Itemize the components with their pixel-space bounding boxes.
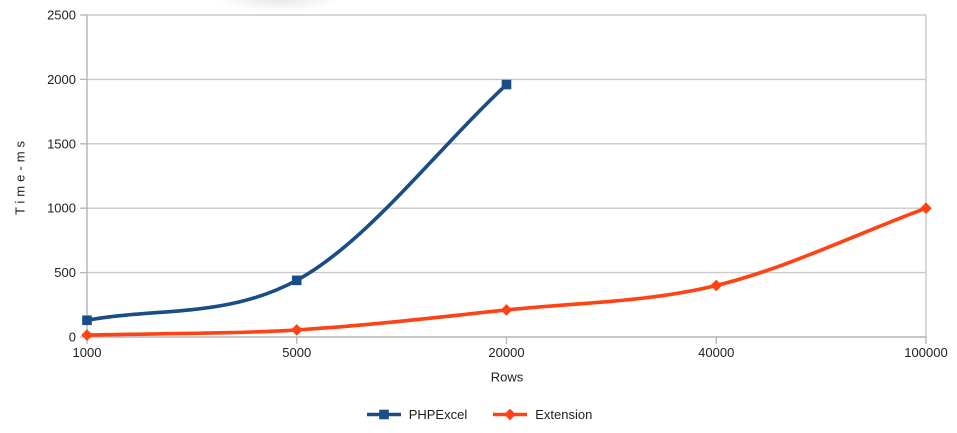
y-tick-label: 0: [69, 330, 76, 345]
series-line-phpexcel: [85, 82, 509, 323]
legend-swatch-phpexcel: [366, 409, 401, 420]
y-tick-label: 500: [54, 265, 76, 280]
x-axis-title: Rows: [490, 369, 524, 385]
legend-item-phpexcel: PHPExcel: [365, 407, 468, 422]
y-tick-label: 2500: [47, 8, 76, 23]
legend: PHPExcel Extension: [0, 407, 957, 422]
marker-extension-1000: [81, 329, 93, 341]
marker-phpexcel-5000: [291, 275, 302, 286]
legend-swatch-extension: [493, 408, 528, 421]
y-tick-label: 2000: [47, 72, 76, 87]
x-tick-label: 20000: [488, 345, 524, 360]
x-tick-label: 1000: [73, 345, 102, 360]
legend-label-phpexcel: PHPExcel: [408, 407, 468, 422]
legend-marker-diamond-icon: [504, 408, 517, 421]
y-axis-title: Time-ms: [12, 136, 28, 216]
x-tick-label: 40000: [698, 345, 734, 360]
marker-extension-20000: [500, 304, 513, 316]
y-tick-label: 1000: [47, 201, 76, 216]
legend-marker-square-icon: [378, 409, 389, 420]
legend-item-extension: Extension: [491, 407, 592, 422]
marker-extension-100000: [920, 202, 932, 214]
y-tick-label: 1500: [47, 136, 76, 151]
series-line-extension: [85, 206, 928, 337]
marker-extension-5000: [290, 324, 303, 336]
legend-label-extension: Extension: [535, 407, 593, 422]
marker-phpexcel-1000: [82, 315, 92, 326]
x-tick-label: 5000: [282, 345, 311, 360]
marker-extension-40000: [710, 279, 723, 292]
x-tick-label: 100000: [904, 345, 947, 360]
marker-phpexcel-20000: [501, 79, 512, 90]
